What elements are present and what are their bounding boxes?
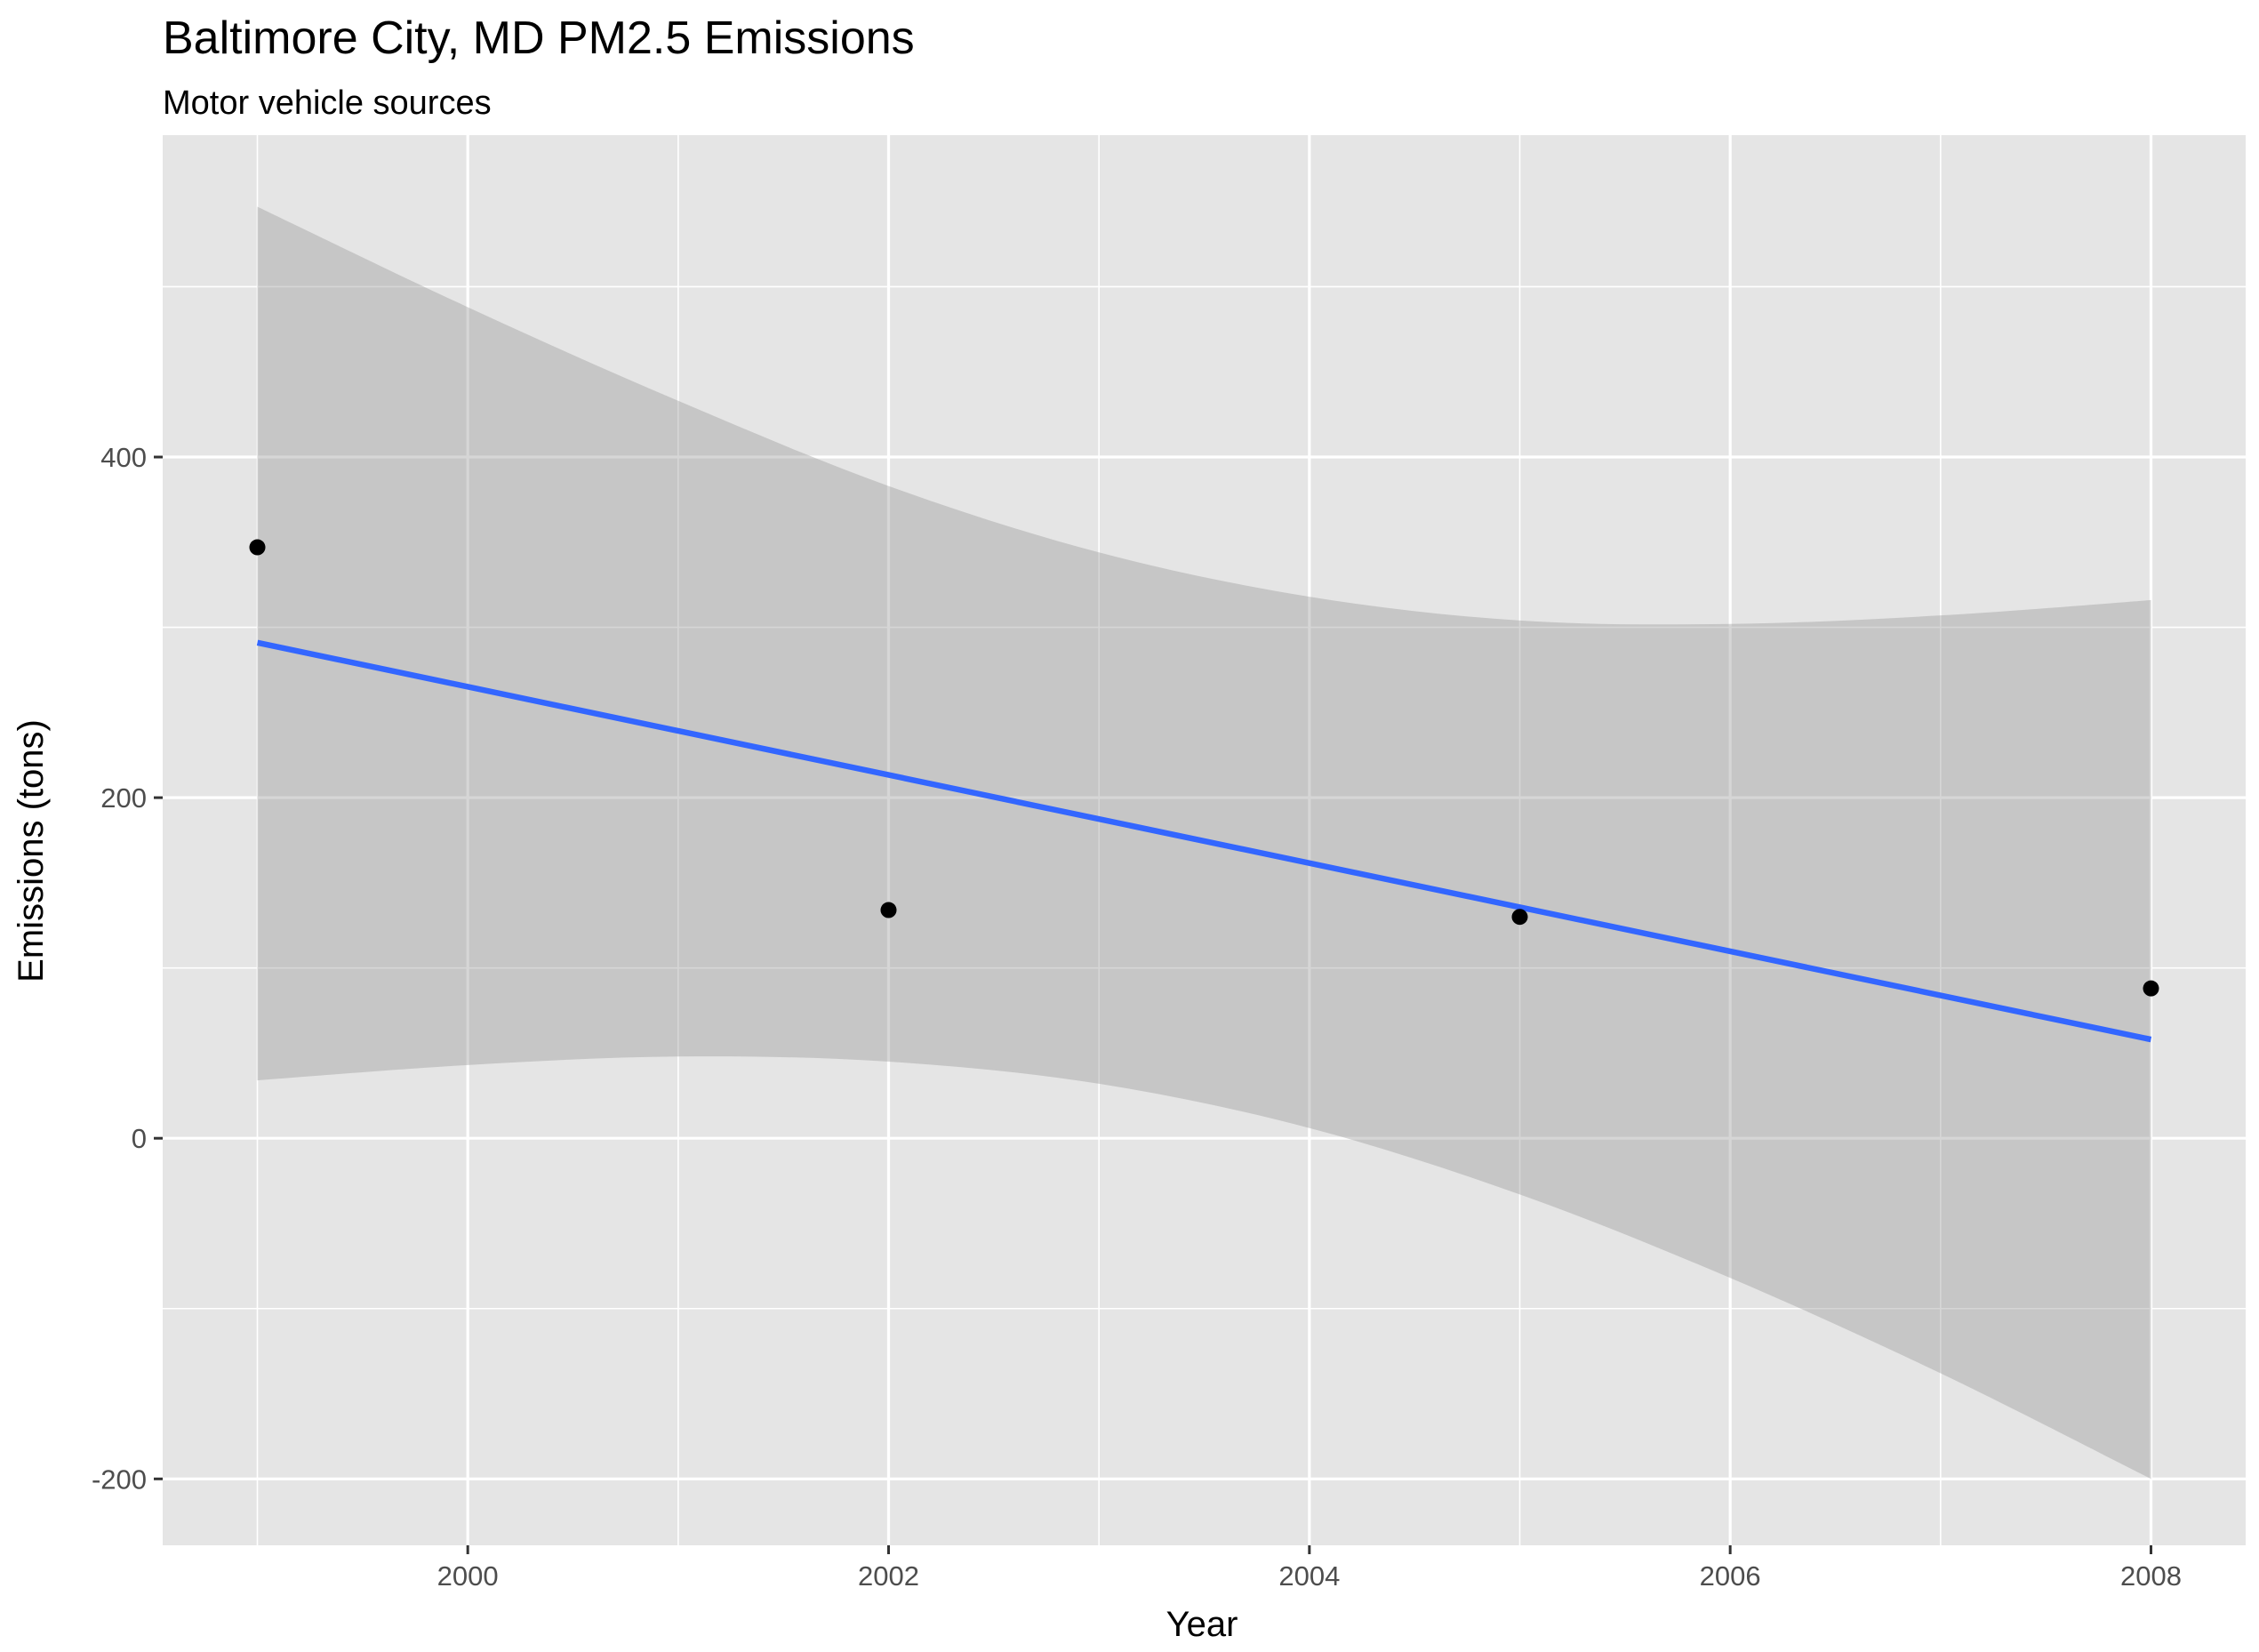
x-tick-label: 2008	[2120, 1560, 2182, 1592]
data-point	[880, 902, 897, 918]
y-tick-label: 400	[100, 442, 147, 473]
minor-grid	[163, 135, 2246, 1545]
y-tick-label: 200	[100, 782, 147, 814]
y-tick-label: -200	[92, 1464, 147, 1495]
data-point	[2143, 980, 2159, 997]
data-point	[1511, 909, 1528, 926]
trend-line	[256, 639, 2152, 1043]
chart-title: Baltimore City, MD PM2.5 Emissions	[163, 12, 915, 64]
major-grid	[163, 135, 2246, 1545]
x-axis-title: Year	[1166, 1605, 1238, 1644]
data-point	[249, 539, 266, 556]
y-axis-title: Emissions (tons)	[12, 719, 51, 982]
x-axis: 2000 2002 2004 2006 2008	[437, 1545, 2182, 1592]
x-tick-label: 2000	[437, 1560, 499, 1592]
x-tick-label: 2002	[858, 1560, 919, 1592]
x-tick-label: 2004	[1278, 1560, 1340, 1592]
chart-subtitle: Motor vehicle sources	[163, 84, 492, 122]
data-points	[249, 539, 2159, 997]
y-tick-label: 0	[132, 1123, 147, 1154]
x-tick-label: 2006	[1700, 1560, 1761, 1592]
y-axis: -200 0 200 400	[92, 442, 163, 1495]
